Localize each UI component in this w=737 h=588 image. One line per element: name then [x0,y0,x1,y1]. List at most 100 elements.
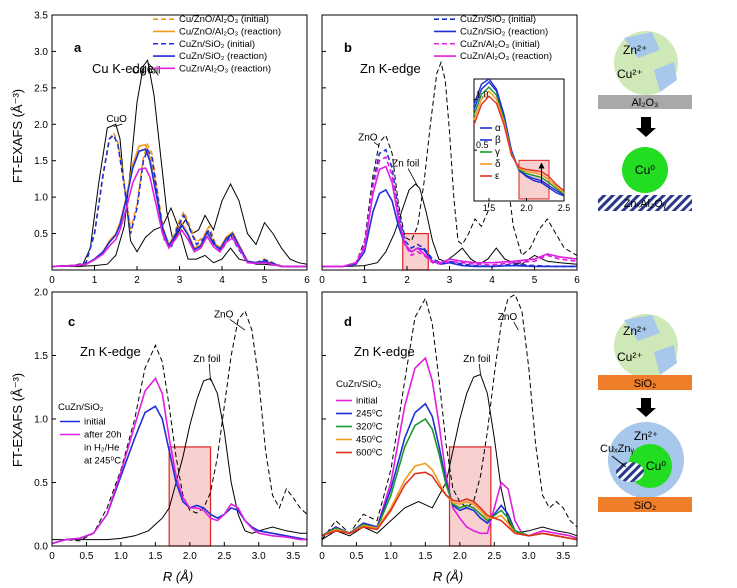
b-inset-xtick-label-2: 2.5 [558,203,571,213]
scheme-e-cu0-particle [622,147,668,193]
b-inset-legend-label-2: γ [495,147,500,158]
d-legend-label-4: 600⁰C [356,448,383,459]
c-legend-label-1: after 20h in H₂/He at 245⁰C [84,430,122,467]
a-xtick-label-1: 1 [92,275,98,286]
scheme-f-support-2 [598,497,692,512]
b-inset-series-2 [473,86,565,195]
c-series-1 [52,377,307,541]
b-series-5 [322,165,578,268]
b-xtick-label-5: 5 [532,275,538,286]
b-inset-series-3 [473,90,565,194]
b-inset-legend-label-3: δ [495,159,501,170]
d-series-6 [321,471,578,541]
scheme-e-support [598,95,692,109]
c-xtick-label-7: 3.5 [286,551,300,562]
b-highlight-box [402,232,429,271]
d-series-1 [321,373,578,541]
scheme-e-arrow [636,117,656,137]
c-annotation-pointer-0 [208,363,211,381]
b-annotation-pointer-1 [407,168,418,187]
c-annotation-pointer-1 [229,319,246,331]
panel-d-chart: 0 0.5 1.0 1.5 2.0 2.5 3.0 3.5 dZn K-edge Zn foil Z… [319,291,578,562]
b-xtick-label-0: 0 [319,275,325,286]
c-annotation-0: Zn foil [193,354,220,365]
a-annotation-1: Cu foil [132,65,160,76]
a-ytick-label-0: 0.5 [34,229,48,240]
b-inset-ytick-label-0: 0.5 [476,140,489,150]
a-ytick-label-2: 1.5 [34,156,48,167]
c-ytick-label-1: 0.5 [34,478,48,489]
c-xtick-label-3: 1.5 [148,551,162,562]
a-annotation-pointer-0 [113,123,123,127]
scheme-f-arrow [636,398,656,417]
b-annotation-pointer-0 [373,141,380,147]
b-inset-legend-label-0: α [495,123,501,134]
a-legend-label-1: Cu/ZnO/Al₂O₃ (reaction) [179,26,281,37]
b-xtick-label-4: 4 [489,275,495,286]
d-series-0 [321,293,578,540]
c-ytick-label-3: 1.5 [34,351,48,362]
d-legend-label-2: 320⁰C [356,422,383,433]
c-annotation-1: ZnO [214,309,234,320]
x-axis-label-right: R (Å) [433,569,463,584]
b-edge-label: Zn K-edge [360,61,421,76]
a-annotation-0: CuO [106,114,127,125]
d-annotation-0: Zn foil [463,354,490,365]
y-axis-label-top: FT-EXAFS (Å⁻³) [10,89,25,183]
c-xtick-label-1: 0.5 [80,551,94,562]
d-legend-label-3: 450⁰C [356,435,383,446]
scheme-f-support-2-label: SiO₂ [634,500,657,512]
b-xtick-label-1: 1 [362,275,368,286]
scheme-f-alloy-label: CuₓZnᵧ [600,443,635,455]
c-panel-label: c [68,314,75,329]
scheme-e-product-support [598,195,692,211]
scheme-e-product-label: ZnₓAl₂Oᵧ [624,198,667,210]
b-inset-legend-label-4: ε [495,171,500,182]
c-xtick-label-0: 0 [49,551,55,562]
a-series-5 [51,148,307,268]
b-inset-ytick-label-1: 1.0 [476,89,489,99]
x-axis-label-left: R (Å) [163,569,193,584]
scheme-f: f Zn²⁺ Cu²⁺ SiO₂ Zn²⁺ Cu⁰ CuₓZnᵧ SiO₂ [598,314,692,512]
a-series-1 [52,58,308,267]
c-legend-label-0: initial [84,417,106,428]
b-annotation-0: ZnO [358,132,378,143]
a-series-4 [51,133,307,268]
c-ytick-label-2: 1.0 [34,415,48,426]
a-legend-label-3: CuZn/SiO₂ (reaction) [179,51,267,62]
d-series-4 [321,417,578,541]
a-ytick-label-6: 3.5 [34,11,48,22]
d-xtick-label-5: 2.5 [487,551,501,562]
scheme-f-cu-label: Cu²⁺ [617,350,643,364]
b-inset-legend-label-1: β [495,135,501,146]
a-series-6 [51,167,307,268]
d-legend-title: CuZn/SiO₂ [336,379,382,390]
d-annotation-1: ZnO [498,312,518,323]
a-xtick-label-6: 6 [304,275,310,286]
b-series-4 [322,155,578,268]
a-legend-label-2: CuZn/SiO₂ (initial) [179,39,255,50]
y-axis-label-bottom: FT-EXAFS (Å⁻³) [10,373,25,467]
b-xtick-label-6: 6 [574,275,580,286]
a-ytick-label-1: 1.0 [34,193,48,204]
a-ytick-label-3: 2.0 [34,120,48,131]
d-legend-label-1: 245⁰C [356,409,383,420]
d-annotation-pointer-1 [513,321,519,331]
c-highlight-box [168,446,212,547]
b-legend-label-2: CuZn/Al₂O₃ (initial) [460,39,540,50]
panel-b-chart: 0 1 2 3 4 5 6 b Zn K-edge ZnO Zn foil CuZn/SiO₂ (in… [319,14,580,286]
scheme-f-zn2-label: Zn²⁺ [634,429,658,443]
d-xtick-label-2: 1.0 [384,551,398,562]
scheme-f-alloy-region [616,462,644,482]
c-series-3 [51,376,307,545]
d-highlight-box [448,446,492,547]
scheme-f-alloy-pointer [611,455,627,468]
d-annotation-pointer-0 [478,363,481,375]
c-ytick-label-4: 2.0 [34,288,48,299]
b-xtick-label-2: 2 [404,275,410,286]
c-xtick-label-4: 2.0 [183,551,197,562]
scheme-e-cu-label: Cu²⁺ [617,67,643,81]
c-xtick-label-2: 1.0 [114,551,128,562]
